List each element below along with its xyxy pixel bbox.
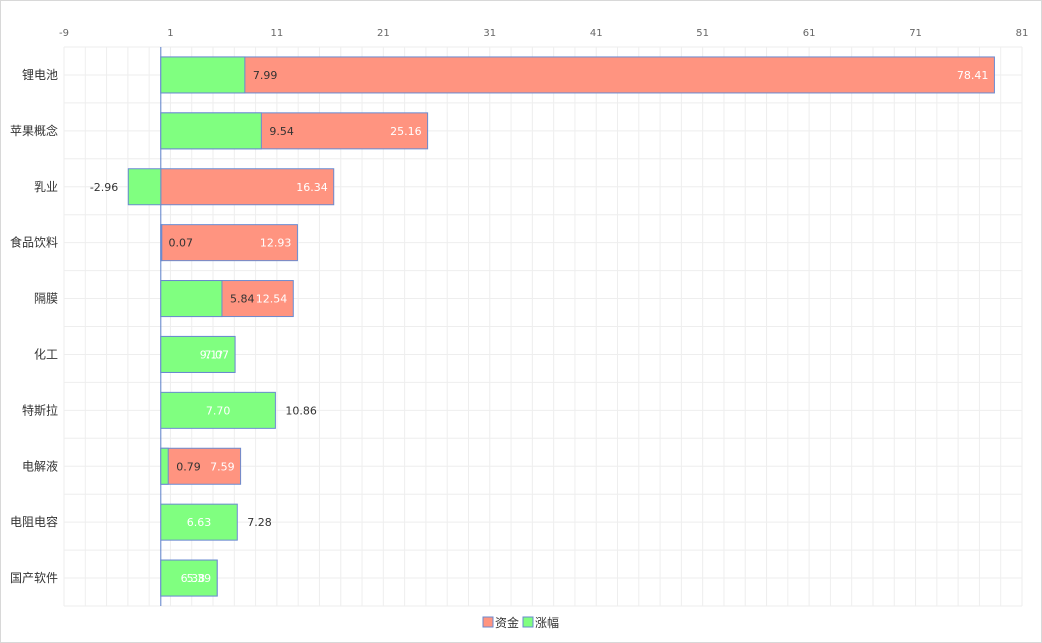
x-tick-label: 71 bbox=[909, 28, 922, 39]
data-label-fund: 7.07 bbox=[205, 348, 230, 361]
data-label-total: 10.86 bbox=[285, 404, 317, 417]
data-label-fund: 78.41 bbox=[957, 69, 989, 82]
bar-gain bbox=[160, 112, 262, 150]
data-label-gain: 0.07 bbox=[169, 237, 194, 250]
data-label-gain: -2.96 bbox=[90, 181, 118, 194]
bar-gain bbox=[160, 224, 163, 262]
data-label-gain: 5.84 bbox=[230, 293, 255, 306]
category-label: 苹果概念 bbox=[10, 123, 58, 138]
bar-gain bbox=[127, 168, 162, 206]
legend-swatch-gain bbox=[522, 616, 534, 628]
x-axis-ticks: -9 1 11 21 31 41 51 61 71 81 bbox=[59, 28, 1028, 39]
x-tick-label: 81 bbox=[1016, 28, 1029, 39]
data-label-fund: 16.34 bbox=[296, 181, 328, 194]
bar-fund bbox=[160, 168, 335, 206]
data-label-gain: 9.54 bbox=[269, 125, 294, 138]
data-label-gain: 6.38 bbox=[181, 572, 206, 585]
data-label-fund: 12.54 bbox=[256, 293, 288, 306]
x-tick-label: 61 bbox=[803, 28, 816, 39]
legend: 资金 涨幅 bbox=[482, 615, 559, 630]
bar-gain bbox=[160, 56, 246, 94]
category-label: 隔膜 bbox=[34, 292, 58, 306]
category-label: 化工 bbox=[34, 347, 58, 361]
x-tick-label: 51 bbox=[696, 28, 709, 39]
legend-label-fund: 资金 bbox=[495, 615, 519, 630]
category-label: 乳业 bbox=[34, 180, 58, 194]
data-labels: 78.41 7.99 25.16 9.54 16.34 -2.96 12.93 0.07 12.… bbox=[90, 69, 989, 585]
x-tick-label: 1 bbox=[167, 28, 173, 39]
bars bbox=[127, 56, 995, 597]
bar-fund bbox=[160, 56, 995, 94]
data-label-fund: 7.59 bbox=[210, 460, 235, 473]
x-tick-label: 21 bbox=[377, 28, 390, 39]
bar-gain bbox=[160, 559, 218, 597]
data-label-gain: 6.63 bbox=[187, 516, 212, 529]
x-tick-label: -9 bbox=[59, 28, 69, 39]
data-label-gain: 0.79 bbox=[176, 460, 201, 473]
bar-gain bbox=[160, 391, 276, 429]
category-label: 电解液 bbox=[22, 458, 58, 473]
bar-gain bbox=[160, 280, 223, 318]
bar-fund bbox=[160, 224, 298, 262]
bar-gain bbox=[160, 447, 169, 485]
x-tick-label: 11 bbox=[271, 28, 284, 39]
legend-label-gain: 涨幅 bbox=[535, 615, 559, 630]
data-label-fund: 12.93 bbox=[260, 237, 292, 250]
x-tick-label: 31 bbox=[483, 28, 496, 39]
category-label: 特斯拉 bbox=[22, 402, 58, 417]
bar-gain bbox=[160, 503, 238, 541]
category-label: 锂电池 bbox=[22, 67, 58, 82]
category-label: 电阻电容 bbox=[10, 514, 58, 529]
bar-gain bbox=[160, 335, 236, 373]
x-tick-label: 41 bbox=[590, 28, 603, 39]
legend-swatch-fund bbox=[482, 616, 494, 628]
data-label-total: 7.28 bbox=[247, 516, 272, 529]
category-label: 国产软件 bbox=[10, 571, 58, 585]
category-label: 食品饮料 bbox=[10, 235, 58, 250]
data-label-gain: 7.70 bbox=[206, 404, 231, 417]
data-label-gain: 7.99 bbox=[253, 69, 278, 82]
data-label-fund: 25.16 bbox=[390, 125, 422, 138]
data-label-gain: 9.1? bbox=[200, 348, 223, 361]
data-label-fund: 5.39 bbox=[187, 572, 212, 585]
